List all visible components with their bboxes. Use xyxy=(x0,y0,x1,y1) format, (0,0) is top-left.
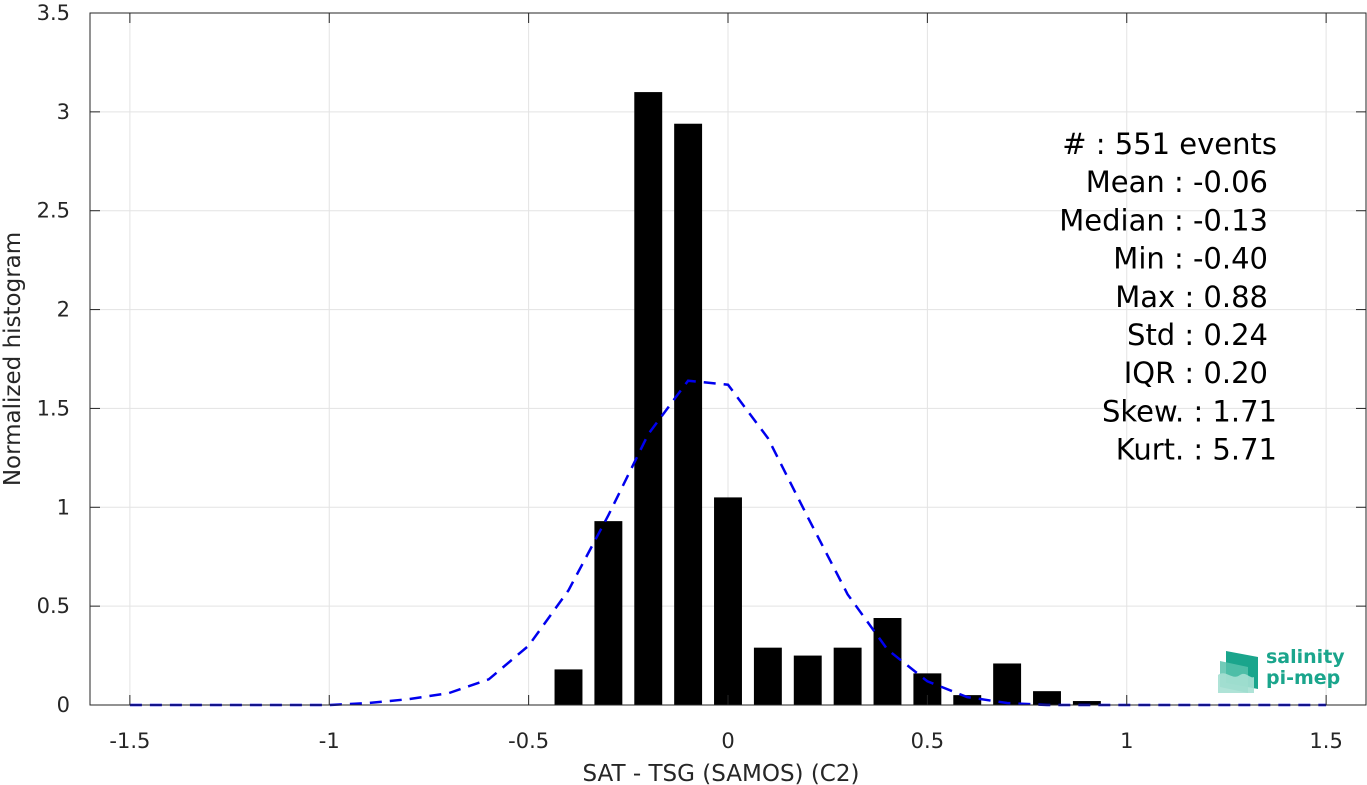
stat-line: Min : -0.40 xyxy=(1113,242,1268,276)
histogram-bar xyxy=(993,663,1022,705)
x-tick-label: 1 xyxy=(1120,729,1133,753)
histogram-bar xyxy=(833,647,862,705)
histogram-bar xyxy=(753,647,782,705)
stat-line: IQR : 0.20 xyxy=(1124,356,1268,390)
x-tick-label: 0 xyxy=(721,729,734,753)
x-tick-label: -1 xyxy=(319,729,340,753)
histogram-bars xyxy=(554,92,1101,706)
histogram-bar xyxy=(714,497,742,705)
histogram-bar xyxy=(1072,701,1101,705)
histogram-bar xyxy=(594,521,623,705)
histogram-bar xyxy=(873,618,902,705)
y-tick-label: 2.5 xyxy=(37,199,70,223)
y-ticks: 0 0.5 1 1.5 2 2.5 3 3.5 xyxy=(37,1,1366,717)
histogram-bar xyxy=(554,669,583,705)
histogram-bar xyxy=(674,123,703,706)
y-tick-label: 3.5 xyxy=(37,1,70,25)
y-tick-label: 1 xyxy=(57,495,70,519)
y-tick-label: 2 xyxy=(57,298,70,322)
x-tick-label: 1.5 xyxy=(1309,729,1342,753)
x-ticks: -1.5 -1 -0.5 0 0.5 1 1.5 xyxy=(109,13,1343,753)
x-axis-label: SAT - TSG (SAMOS) (C2) xyxy=(583,761,860,785)
x-tick-label: 0.5 xyxy=(911,729,944,753)
stat-line: # : 551 events xyxy=(1062,127,1277,161)
stat-line: Kurt. : 5.71 xyxy=(1116,433,1277,467)
stat-line: Skew. : 1.71 xyxy=(1102,394,1277,428)
salinity-pi-mep-logo: salinity pi-mep xyxy=(1218,645,1348,695)
histogram-bar xyxy=(953,695,982,705)
stat-line: Std : 0.24 xyxy=(1127,318,1268,352)
histogram-bar xyxy=(793,655,822,705)
histogram-bar xyxy=(1033,691,1061,705)
x-tick-label: -1.5 xyxy=(109,729,150,753)
stat-line: Mean : -0.06 xyxy=(1086,165,1268,199)
y-tick-label: 0.5 xyxy=(37,594,70,618)
stats-box: # : 551 events Mean : -0.06 Median : -0.13… xyxy=(1059,127,1277,467)
logo-line-2: pi-mep xyxy=(1266,667,1341,689)
logo-line-1: salinity xyxy=(1266,646,1345,668)
y-tick-label: 0 xyxy=(57,693,70,717)
stat-line: Median : -0.13 xyxy=(1059,203,1268,237)
logo-icon xyxy=(1218,651,1258,693)
logo-text: salinity pi-mep xyxy=(1266,647,1345,689)
x-tick-label: -0.5 xyxy=(508,729,549,753)
y-tick-label: 1.5 xyxy=(37,396,70,420)
grid-lines xyxy=(90,12,1366,706)
y-tick-label: 3 xyxy=(57,100,70,124)
y-axis-label: Normalized histogram xyxy=(0,232,26,486)
stat-line: Max : 0.88 xyxy=(1115,280,1268,314)
histogram-bar xyxy=(634,92,663,706)
